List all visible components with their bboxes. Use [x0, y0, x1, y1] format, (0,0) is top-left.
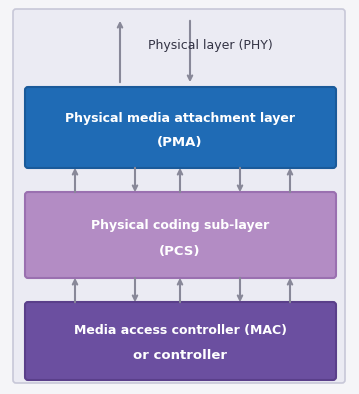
FancyBboxPatch shape — [25, 87, 336, 168]
Text: or controller: or controller — [133, 349, 227, 362]
FancyBboxPatch shape — [25, 192, 336, 278]
FancyBboxPatch shape — [25, 302, 336, 380]
Text: Media access controller (MAC): Media access controller (MAC) — [74, 324, 286, 337]
FancyBboxPatch shape — [13, 9, 345, 383]
Text: Physical media attachment layer: Physical media attachment layer — [65, 112, 295, 125]
Text: Physical layer (PHY): Physical layer (PHY) — [148, 39, 272, 52]
Text: Physical coding sub-layer: Physical coding sub-layer — [91, 219, 269, 232]
Text: (PMA): (PMA) — [157, 136, 203, 149]
Text: (PCS): (PCS) — [159, 245, 201, 258]
